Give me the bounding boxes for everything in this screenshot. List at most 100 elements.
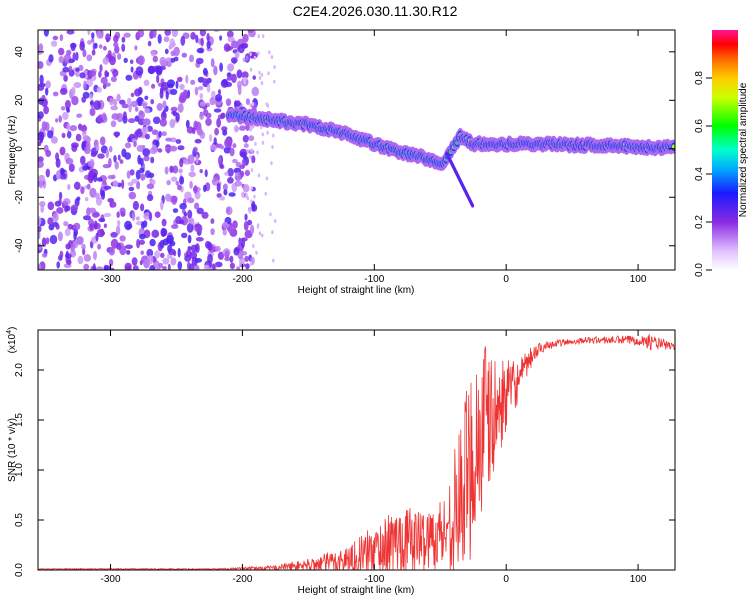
spectrogram-noise-mark <box>170 50 176 57</box>
spectrogram-noise-mark <box>195 243 200 254</box>
spectrogram-noise-mark <box>214 245 221 252</box>
spectrogram-noise-mark <box>210 144 217 151</box>
spectrogram-noise-mark <box>142 148 151 157</box>
spectrogram-noise-mark <box>242 77 246 82</box>
spectrogram-y-tick-label: -20 <box>14 190 25 205</box>
spectrogram-noise-mark <box>179 203 187 210</box>
spectrogram-noise-mark <box>193 185 198 194</box>
spectrogram-noise-mark <box>193 146 198 153</box>
spectrogram-noise-mark <box>227 167 234 177</box>
spectrogram-noise-mark <box>137 98 143 106</box>
spectrogram-noise-mark <box>67 184 71 190</box>
spectrogram-noise-mark <box>63 221 69 227</box>
spectrogram-noise-mark <box>103 223 107 229</box>
spectrogram-noise-mark <box>58 115 62 123</box>
spectrogram-noise-mark <box>103 45 107 51</box>
spectrogram-noise-mark <box>114 45 120 54</box>
spectrogram-noise-mark <box>66 259 72 265</box>
spectrogram-noise-mark <box>203 184 207 193</box>
spectrogram-noise-mark <box>107 50 112 59</box>
spectrogram-noise-mark <box>136 128 143 138</box>
spectrogram-noise-mark <box>217 251 224 260</box>
spectrogram-noise-mark <box>273 79 276 84</box>
spectrogram-noise-mark <box>116 93 121 102</box>
spectrogram-noise-mark <box>41 237 47 247</box>
spectrogram-noise-mark <box>249 261 253 266</box>
spectrogram-noise-mark <box>66 130 72 139</box>
spectrogram-noise-mark <box>66 49 72 56</box>
spectrogram-noise-mark <box>95 266 104 270</box>
spectrogram-noise-mark <box>249 103 252 108</box>
spectrogram-noise-mark <box>166 234 175 243</box>
spectrogram-noise-mark <box>131 100 138 108</box>
spectrogram-noise-mark <box>219 163 224 169</box>
spectrogram-noise-mark <box>81 96 87 103</box>
spectrogram-noise-mark <box>257 173 261 178</box>
spectrogram-noise-mark <box>121 103 129 109</box>
spectrogram-noise-mark <box>45 87 49 96</box>
spectrogram-noise-mark <box>250 168 254 173</box>
spectrogram-noise-mark <box>89 223 94 231</box>
spectrogram-signal-core <box>671 144 675 149</box>
spectrogram-noise-mark <box>121 43 126 52</box>
spectrogram-noise-mark <box>75 67 80 72</box>
spectrogram-noise-mark <box>141 126 149 134</box>
spectrogram-noise-mark <box>238 237 242 245</box>
spectrogram-noise-mark <box>94 192 100 200</box>
spectrogram-noise-mark <box>87 40 92 45</box>
spectrogram-noise-mark <box>134 88 142 97</box>
snr-frame <box>37 329 676 571</box>
spectrogram-noise-mark <box>217 89 222 95</box>
spectrogram-noise-mark <box>258 76 262 80</box>
spectrogram-noise-mark <box>66 123 71 132</box>
spectrogram-noise-mark <box>130 92 135 98</box>
spectrogram-noise-mark <box>87 173 94 184</box>
spectrogram-noise-mark <box>266 130 269 135</box>
spectrogram-noise-mark <box>91 32 95 39</box>
spectrogram-noise-mark <box>239 125 246 131</box>
spectrogram-noise-mark <box>93 250 97 261</box>
spectrogram-noise-mark <box>152 30 157 38</box>
spectrogram-noise-mark <box>165 90 169 100</box>
spectrogram-noise-mark <box>134 106 139 112</box>
spectrogram-noise-mark <box>147 40 152 47</box>
spectrogram-noise-mark <box>245 98 250 105</box>
spectrogram-noise-mark <box>64 253 72 259</box>
spectrogram-noise-mark <box>249 52 252 57</box>
spectrogram-noise-mark <box>219 62 224 72</box>
spectrogram-noise-mark <box>52 91 59 97</box>
spectrogram-noise-mark <box>136 238 141 249</box>
spectrogram-x-tick-label: 100 <box>630 274 647 285</box>
spectrogram-noise-mark <box>109 200 113 208</box>
colorbar: 0.0 0.2 0.4 0.6 0.8 Normalized spectral ampl… <box>694 30 749 277</box>
spectrogram-noise-mark <box>100 190 106 200</box>
spectrogram-noise-mark <box>206 77 212 84</box>
spectrogram-noise-mark <box>172 208 179 214</box>
spectrogram-noise-mark <box>52 35 59 41</box>
spectrogram-noise-mark <box>98 44 103 49</box>
spectrogram-noise-mark <box>125 244 133 250</box>
spectrogram-noise-mark <box>38 263 42 270</box>
spectrogram-noise-mark <box>104 70 108 78</box>
spectrogram-noise-mark <box>47 201 55 211</box>
spectrogram-noise-mark <box>162 266 167 270</box>
spectrogram-noise-mark <box>59 87 68 95</box>
spectrogram-noise-mark <box>190 164 195 172</box>
spectrogram-noise-mark <box>237 85 242 96</box>
spectrogram-noise-mark <box>179 92 187 102</box>
spectrogram-noise-mark <box>77 255 84 265</box>
spectrogram-noise-mark <box>189 54 194 63</box>
spectrogram-noise-mark <box>244 255 249 262</box>
spectrogram-noise-mark <box>166 179 171 186</box>
spectrogram-noise-mark <box>73 82 82 88</box>
spectrogram-noise-mark <box>205 112 212 119</box>
spectrogram-noise-mark <box>273 65 276 69</box>
spectrogram-noise-mark <box>223 146 231 154</box>
spectrogram-noise-mark <box>220 112 226 119</box>
spectrogram-noise-mark <box>199 101 206 107</box>
spectrogram-noise-mark <box>81 243 86 250</box>
spectrogram-noise-mark <box>196 207 204 215</box>
spectrogram-noise-mark <box>172 110 178 117</box>
spectrogram-noise-mark <box>70 243 75 252</box>
spectrogram-noise-mark <box>56 207 64 214</box>
